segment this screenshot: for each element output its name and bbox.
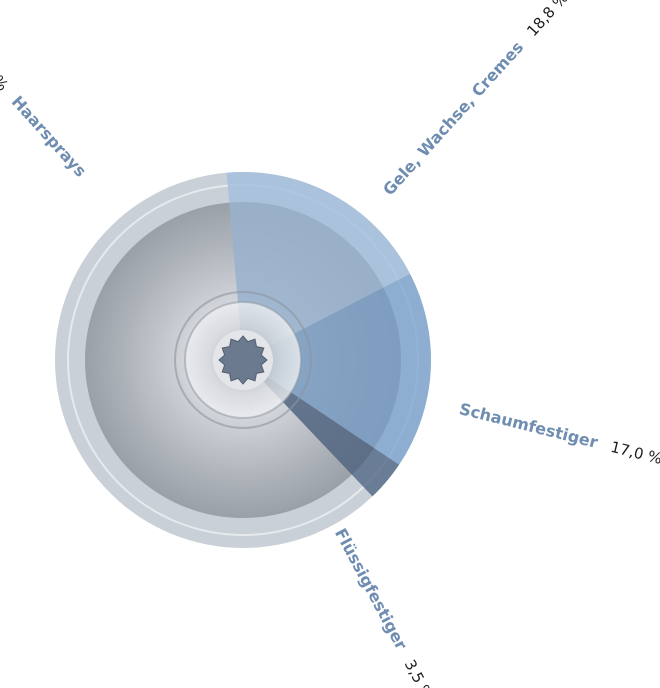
hub-center	[218, 335, 268, 385]
value-label: 18,8 %	[523, 0, 571, 40]
category-label: Haarsprays	[8, 92, 90, 181]
disc-hub	[174, 291, 312, 429]
slice-label-group: Flüssigfestiger 3,5 %	[331, 525, 437, 688]
value-label: 17,0 %	[609, 438, 660, 468]
category-label: Flüssigfestiger	[331, 525, 411, 653]
pie-slice-gele-wachse-cremes	[226, 171, 411, 349]
category-label: Schaumfestiger	[457, 399, 599, 452]
pie-slice-flüssigfestiger	[260, 374, 400, 497]
hub-ring-outer	[174, 291, 312, 429]
pie-slice-shade	[260, 374, 375, 475]
pie-slice-schaumfestiger	[264, 273, 431, 465]
slice-label-group: Haarsprays60,7 %	[0, 43, 90, 181]
slice-label-group: Schaumfestiger 17,0 %	[457, 399, 660, 468]
category-label: Gele, Wachse, Cremes	[379, 38, 527, 200]
pie-slice-shade	[264, 287, 401, 449]
value-label: 3,5 %	[401, 657, 437, 688]
value-label: 60,7 %	[0, 43, 12, 94]
